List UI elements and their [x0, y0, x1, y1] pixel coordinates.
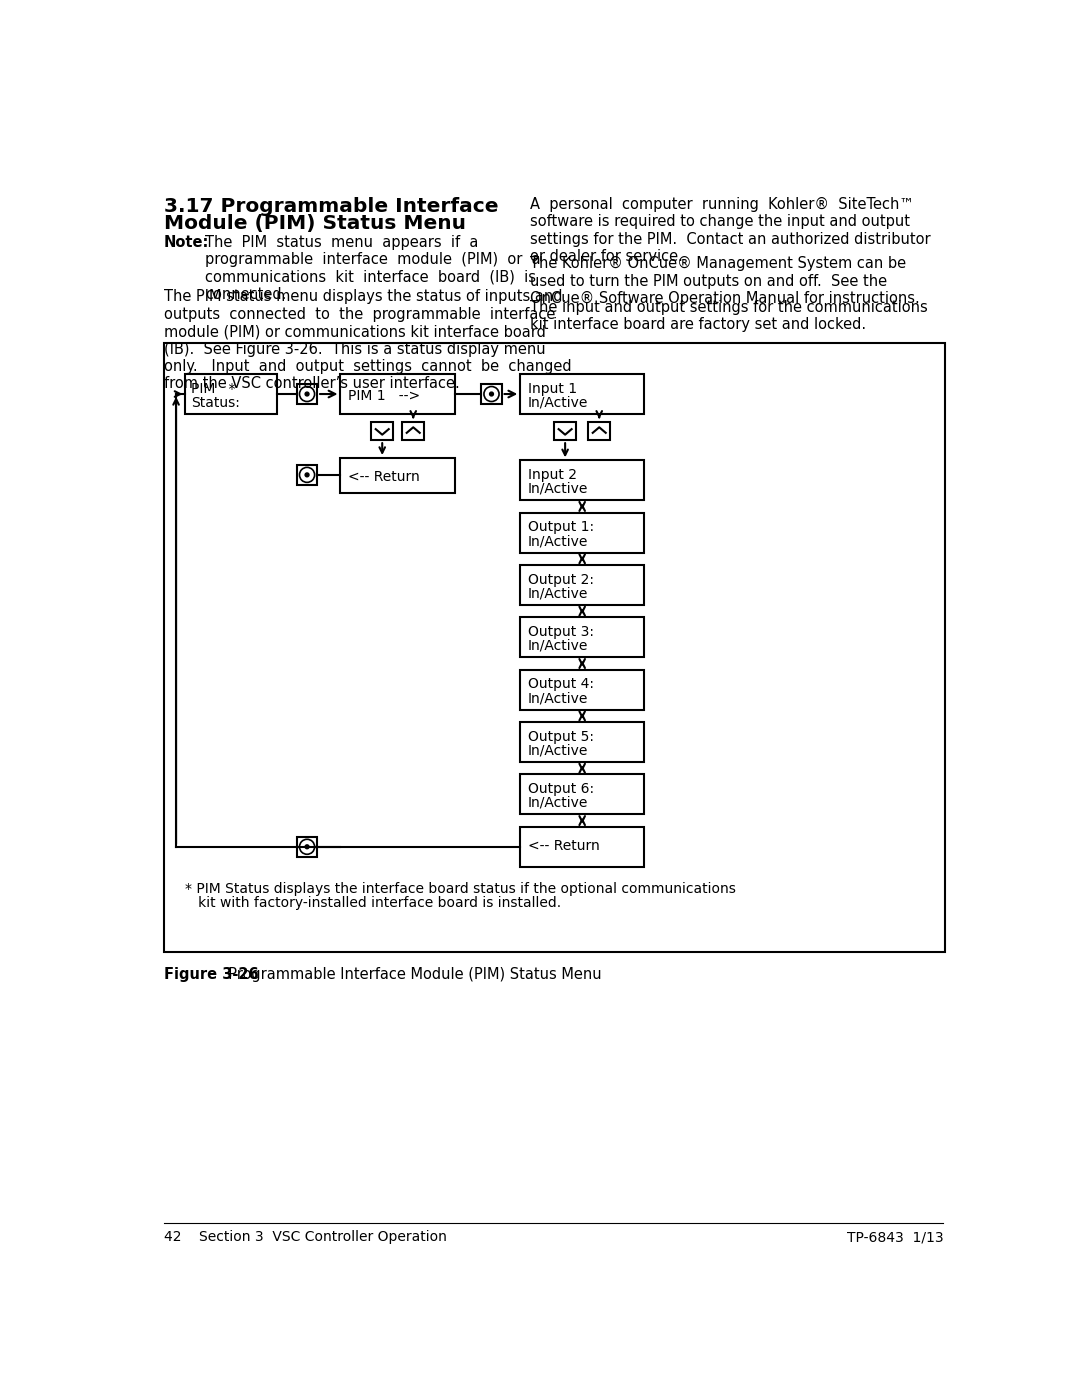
- Text: Status:: Status:: [191, 395, 240, 409]
- Text: PIM   *: PIM *: [191, 381, 235, 395]
- Circle shape: [306, 845, 309, 849]
- Text: Output 6:: Output 6:: [528, 782, 594, 796]
- Text: The Kohler® OnCue® Management System can be
used to turn the PIM outputs on and : The Kohler® OnCue® Management System can…: [530, 256, 920, 306]
- Bar: [521, 774, 644, 814]
- Text: Figure 3-26: Figure 3-26: [164, 967, 258, 982]
- Circle shape: [306, 474, 309, 476]
- Text: 3.17 Programmable Interface: 3.17 Programmable Interface: [164, 197, 498, 217]
- Bar: [521, 374, 644, 414]
- Text: In/Active: In/Active: [528, 743, 589, 757]
- Text: The input and output settings for the communications
kit interface board are fac: The input and output settings for the co…: [530, 300, 928, 332]
- Bar: [521, 460, 644, 500]
- Text: Programmable Interface Module (PIM) Status Menu: Programmable Interface Module (PIM) Stat…: [219, 967, 603, 982]
- Text: In/Active: In/Active: [528, 395, 589, 409]
- Text: <-- Return: <-- Return: [528, 840, 599, 854]
- Bar: [372, 422, 393, 440]
- Circle shape: [489, 393, 494, 395]
- Text: Output 2:: Output 2:: [528, 573, 594, 587]
- Bar: [297, 384, 318, 404]
- Text: In/Active: In/Active: [528, 692, 589, 705]
- Bar: [521, 669, 644, 710]
- Bar: [340, 458, 455, 493]
- Bar: [554, 422, 576, 440]
- Bar: [297, 465, 318, 485]
- Bar: [521, 617, 644, 658]
- Text: Input 2: Input 2: [528, 468, 577, 482]
- Bar: [164, 344, 945, 951]
- Bar: [340, 374, 455, 414]
- Text: Output 3:: Output 3:: [528, 624, 594, 638]
- Text: Output 5:: Output 5:: [528, 729, 594, 743]
- Bar: [297, 837, 318, 856]
- Bar: [521, 564, 644, 605]
- Bar: [186, 374, 276, 414]
- Text: Note:: Note:: [164, 235, 210, 250]
- Text: Output 4:: Output 4:: [528, 678, 594, 692]
- Text: Module (PIM) Status Menu: Module (PIM) Status Menu: [164, 214, 465, 233]
- Bar: [589, 422, 610, 440]
- Text: kit with factory-installed interface board is installed.: kit with factory-installed interface boa…: [186, 895, 562, 909]
- Text: In/Active: In/Active: [528, 638, 589, 652]
- Text: In/Active: In/Active: [528, 796, 589, 810]
- Text: Input 1: Input 1: [528, 381, 577, 395]
- Text: A  personal  computer  running  Kohler®  SiteTech™
software is required to chang: A personal computer running Kohler® Site…: [530, 197, 931, 264]
- Bar: [521, 722, 644, 763]
- Text: In/Active: In/Active: [528, 482, 589, 496]
- Bar: [521, 827, 644, 866]
- Text: * PIM Status displays the interface board status if the optional communications: * PIM Status displays the interface boar…: [186, 882, 737, 897]
- Bar: [482, 384, 501, 404]
- Text: The  PIM  status  menu  appears  if  a
programmable  interface  module  (PIM)  o: The PIM status menu appears if a program…: [205, 235, 540, 302]
- Text: The PIM status menu displays the status of inputs and
outputs  connected  to  th: The PIM status menu displays the status …: [164, 289, 571, 391]
- Text: In/Active: In/Active: [528, 534, 589, 548]
- Text: TP-6843  1/13: TP-6843 1/13: [847, 1231, 943, 1245]
- Text: <-- Return: <-- Return: [348, 471, 420, 485]
- Bar: [403, 422, 424, 440]
- Bar: [521, 513, 644, 553]
- Text: PIM 1   -->: PIM 1 -->: [348, 388, 420, 402]
- Circle shape: [306, 393, 309, 395]
- Text: Output 1:: Output 1:: [528, 520, 594, 534]
- Text: In/Active: In/Active: [528, 587, 589, 601]
- Text: 42    Section 3  VSC Controller Operation: 42 Section 3 VSC Controller Operation: [164, 1231, 446, 1245]
